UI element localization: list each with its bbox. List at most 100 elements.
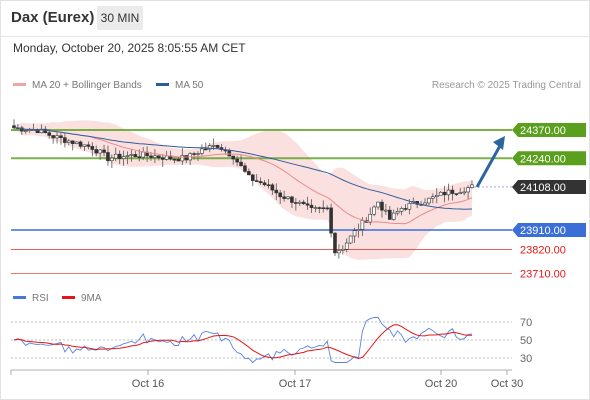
candle-body — [427, 197, 431, 204]
candle-body — [325, 207, 329, 210]
candle-body — [313, 207, 318, 209]
candle-body — [211, 145, 216, 147]
candle-body — [384, 209, 388, 212]
ma50-line — [13, 127, 473, 210]
candle-body — [110, 157, 114, 162]
bollinger-band — [14, 120, 472, 260]
price-label-target: 23820.00 — [520, 245, 566, 257]
candle-body — [391, 212, 396, 220]
legend-ma50: MA 50 — [156, 80, 203, 91]
price-tag-resistance — [512, 123, 586, 137]
legend-bollinger: MA 20 + Bollinger Bands — [13, 80, 142, 91]
candle-body — [231, 155, 236, 160]
candle-body — [254, 180, 259, 182]
candle-body — [129, 154, 134, 156]
rsi-tick-label: 70 — [520, 317, 532, 329]
candle-body — [164, 155, 169, 160]
scenario-arrow-head-icon — [493, 136, 505, 150]
candle-body — [258, 181, 263, 184]
candle-body — [250, 174, 255, 181]
candle-body — [121, 156, 126, 159]
candle-body — [106, 152, 110, 162]
candle-body — [153, 155, 157, 158]
candle-body — [403, 208, 408, 210]
ma50-swatch-icon — [156, 82, 169, 86]
legend-rsi: RSI — [13, 293, 49, 304]
candle-body — [438, 191, 443, 196]
candle-body — [305, 203, 310, 206]
candle-body — [286, 196, 290, 199]
candle-body — [466, 187, 470, 193]
candle-body — [90, 146, 95, 150]
x-axis-tick-label: Oct 30 — [491, 378, 523, 390]
candle-body — [149, 155, 153, 158]
candle-body — [356, 229, 361, 231]
candle-body — [98, 149, 102, 154]
candle-body — [431, 196, 435, 199]
candle-body — [59, 135, 63, 138]
candle-body — [297, 201, 302, 204]
price-tag-support — [512, 223, 586, 237]
candle-body — [184, 155, 189, 161]
price-label-support: 23910.00 — [520, 225, 566, 237]
candle-body — [207, 145, 212, 150]
candle-body — [102, 149, 106, 153]
candle-body — [196, 153, 200, 155]
price-label-target: 23710.00 — [520, 268, 566, 280]
candle-body — [270, 184, 275, 191]
candle-body — [387, 209, 392, 220]
candle-body — [454, 193, 459, 195]
candle-body — [317, 207, 322, 209]
candle-body — [348, 235, 353, 244]
candle-body — [157, 155, 161, 159]
candle-body — [344, 242, 349, 250]
candle-body — [243, 165, 247, 172]
candle-body — [278, 192, 282, 198]
candle-body — [94, 149, 99, 154]
candle-body — [434, 194, 439, 197]
candle-body — [380, 201, 384, 211]
price-tag-resistance — [512, 151, 586, 166]
interval-selector[interactable]: 30 MIN — [97, 6, 143, 30]
candle-body — [176, 158, 181, 162]
candle-body — [70, 140, 75, 144]
rsi-swatch-icon — [13, 295, 26, 299]
candle-body — [462, 191, 466, 194]
candle-body — [294, 202, 298, 204]
candle-body — [333, 232, 337, 254]
chart-header: Dax (Eurex) 30 MIN — [0, 0, 590, 37]
candle-body — [407, 203, 412, 210]
candle-body — [372, 206, 376, 215]
candle-body — [262, 182, 267, 186]
candle-body — [200, 148, 204, 154]
candle-body — [141, 151, 145, 158]
candle-body — [450, 189, 455, 194]
candle-body — [86, 144, 91, 147]
copyright-text: Research © 2025 Trading Central — [431, 80, 581, 91]
candle-body — [235, 158, 239, 163]
candle-body — [47, 132, 52, 136]
candle-body — [192, 153, 196, 155]
candle-body — [239, 161, 243, 167]
rsi-line — [13, 317, 473, 364]
candle-body — [470, 184, 474, 188]
candle-body — [446, 189, 451, 196]
candle-body — [172, 158, 177, 161]
candle-body — [321, 207, 326, 210]
rsi-ma-swatch-icon — [62, 295, 75, 299]
candle-body — [74, 141, 79, 144]
candle-body — [329, 207, 333, 234]
candle-body — [113, 153, 118, 159]
candle-body — [133, 154, 138, 158]
candle-body — [352, 230, 357, 237]
price-label-resistance: 24240.00 — [520, 153, 566, 165]
candle-body — [78, 141, 83, 147]
bollinger-swatch-icon — [13, 82, 26, 86]
candle-body — [67, 140, 71, 143]
price-label-current: 24108.00 — [520, 182, 566, 194]
candle-body — [290, 196, 294, 203]
candle-body — [442, 191, 447, 196]
candle-body — [301, 201, 306, 205]
candle-body — [282, 196, 286, 199]
